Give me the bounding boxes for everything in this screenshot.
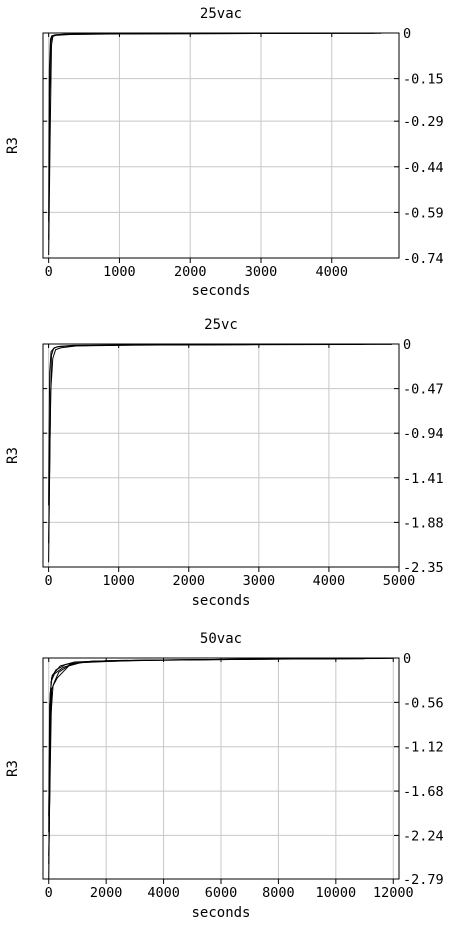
- x-axis-label: seconds: [191, 905, 250, 921]
- series-line-3: [48, 32, 375, 222]
- x-tick-label: 5000: [383, 573, 416, 589]
- y-tick-label: -0.47: [403, 382, 444, 398]
- series-line-3: [48, 343, 350, 506]
- y-tick-label: 0: [403, 651, 411, 667]
- series-line-3: [48, 657, 379, 833]
- x-tick-label: 10000: [316, 885, 357, 901]
- chart-25vac: 0 1000 2000 3000 4000 0 -0.15 -0.29 -0.44 -0.59 -0…: [5, 6, 444, 299]
- y-tick-label: -0.15: [403, 72, 444, 88]
- x-tick-label: 0: [45, 573, 53, 589]
- y-tick-label: -0.56: [403, 695, 444, 711]
- y-tick-label: -2.79: [403, 872, 444, 888]
- y-tick-label: -1.88: [403, 515, 444, 531]
- x-tick-label: 1000: [103, 264, 136, 280]
- x-tick-label: 4000: [316, 264, 349, 280]
- x-tick-label: 2000: [174, 264, 207, 280]
- y-tick-label: -1.12: [403, 740, 444, 756]
- x-tick-label: 1000: [102, 573, 135, 589]
- x-axis-label: seconds: [191, 593, 250, 609]
- y-tick-label: -1.41: [403, 471, 444, 487]
- y-axis-label: R3: [5, 137, 21, 154]
- x-tick-label: 4000: [313, 573, 346, 589]
- chart-25vc: 0 1000 2000 3000 4000 5000 0 -0.47 -0.94 -1.41 -1.…: [5, 317, 444, 609]
- x-tick-label: 12000: [373, 885, 414, 901]
- series-line-4: [48, 658, 336, 857]
- x-tick-label: 0: [45, 264, 53, 280]
- y-tick-label: -2.35: [403, 560, 444, 576]
- y-tick-label: 0: [403, 26, 411, 42]
- x-axis-label: seconds: [191, 283, 250, 299]
- x-tick-label: 0: [45, 885, 53, 901]
- series-line-2: [48, 658, 365, 880]
- series-line-2: [48, 343, 364, 544]
- series-line-1: [48, 32, 389, 255]
- y-tick-label: -0.74: [403, 251, 444, 267]
- x-tick-label: 4000: [147, 885, 180, 901]
- plot-frame: [42, 32, 400, 259]
- chart-title: 25vac: [200, 6, 242, 22]
- y-tick-label: -0.44: [403, 160, 444, 176]
- plot-frame: [42, 343, 400, 568]
- y-tick-label: -0.94: [403, 426, 444, 442]
- x-tick-label: 2000: [90, 885, 123, 901]
- y-axis-label: R3: [5, 760, 21, 777]
- y-axis-label: R3: [5, 447, 21, 464]
- series-line-1: [48, 343, 392, 563]
- y-tick-label: -1.68: [403, 784, 444, 800]
- y-tick-label: -0.59: [403, 205, 444, 221]
- chart-title: 25vc: [204, 317, 238, 333]
- x-tick-label: 3000: [245, 264, 278, 280]
- x-tick-label: 8000: [262, 885, 295, 901]
- chart-50vac: 0 2000 4000 6000 8000 10000 12000 0 -0.56 -1.12 -1…: [5, 631, 444, 921]
- y-tick-label: 0: [403, 337, 411, 353]
- chart-title: 50vac: [200, 631, 242, 647]
- x-tick-label: 3000: [243, 573, 276, 589]
- x-tick-label: 6000: [205, 885, 238, 901]
- series-line-5: [48, 657, 394, 817]
- x-tick-label: 2000: [173, 573, 206, 589]
- y-tick-label: -2.24: [403, 828, 444, 844]
- y-tick-label: -0.29: [403, 114, 444, 130]
